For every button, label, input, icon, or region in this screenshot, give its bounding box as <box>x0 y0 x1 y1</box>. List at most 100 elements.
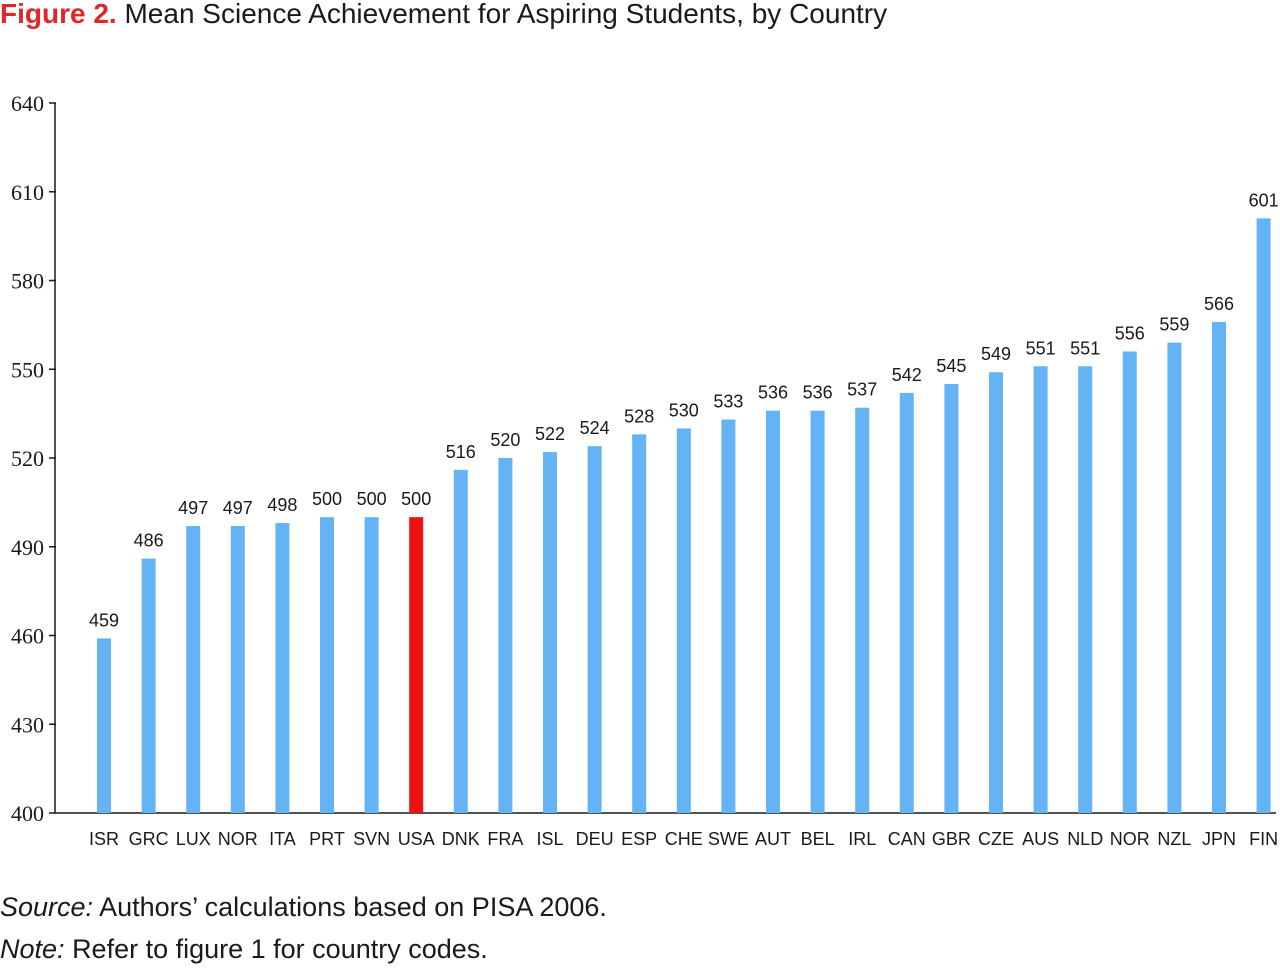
note-text: Refer to figure 1 for country codes. <box>72 934 488 964</box>
x-tick-label: IRL <box>848 829 876 849</box>
x-tick-label: ITA <box>269 829 296 849</box>
y-tick-label: 460 <box>11 624 44 649</box>
x-tick-label: NOR <box>218 829 258 849</box>
bar-nor <box>1122 351 1137 813</box>
x-tick-label: ISR <box>89 829 119 849</box>
data-label: 486 <box>134 531 164 551</box>
data-label: 497 <box>178 498 208 518</box>
bar-bel <box>810 410 825 813</box>
data-label: 524 <box>580 418 610 438</box>
bar-jpn <box>1212 321 1226 813</box>
bar-esp <box>632 434 647 813</box>
x-tick-label: ISL <box>536 829 563 849</box>
bar-dnk <box>453 469 468 813</box>
source-line: Source: Authors’ calculations based on P… <box>0 892 607 923</box>
bar-nzl <box>1167 342 1182 813</box>
data-label: 536 <box>758 383 788 403</box>
bar-can <box>899 392 914 813</box>
data-label: 498 <box>267 495 297 515</box>
data-label: 459 <box>89 610 119 630</box>
bar-aut <box>766 410 780 813</box>
bar-gbr <box>944 384 959 813</box>
x-tick-label: NLD <box>1067 829 1103 849</box>
note-label: Note: <box>0 934 65 964</box>
y-tick-label: 520 <box>11 446 44 471</box>
data-label: 500 <box>312 489 342 509</box>
data-label: 520 <box>490 430 520 450</box>
x-tick-label: DNK <box>442 829 480 849</box>
x-tick-label: GBR <box>932 829 971 849</box>
x-tick-label: USA <box>398 829 435 849</box>
bar-lux <box>186 526 201 813</box>
bar-fin <box>1256 218 1271 813</box>
data-label: 522 <box>535 424 565 444</box>
y-tick-label: 610 <box>11 180 44 205</box>
data-label: 537 <box>847 380 877 400</box>
x-tick-label: CHE <box>665 829 703 849</box>
note-line: Note: Refer to figure 1 for country code… <box>0 934 488 965</box>
data-label: 551 <box>1070 338 1100 358</box>
x-tick-label: CZE <box>978 829 1014 849</box>
x-tick-label: NZL <box>1157 829 1191 849</box>
x-tick-label: DEU <box>576 829 614 849</box>
figure-label: Figure 2. <box>0 0 117 29</box>
data-label: 601 <box>1249 190 1279 210</box>
data-label: 536 <box>803 383 833 403</box>
data-label: 549 <box>981 344 1011 364</box>
figure-title: Figure 2. Mean Science Achievement for A… <box>0 0 887 30</box>
x-tick-label: GRC <box>129 829 169 849</box>
source-label: Source: <box>0 892 94 922</box>
y-tick-label: 490 <box>11 535 44 560</box>
x-tick-label: FRA <box>487 829 523 849</box>
bar-che <box>676 428 691 813</box>
bar-grc <box>141 558 156 813</box>
data-label: 566 <box>1204 294 1234 314</box>
y-tick-label: 580 <box>11 269 44 294</box>
x-tick-label: PRT <box>309 829 345 849</box>
bar-fra <box>498 458 513 813</box>
data-label: 497 <box>223 498 253 518</box>
x-tick-label: CAN <box>888 829 926 849</box>
figure-title-text: Mean Science Achievement for Aspiring St… <box>124 0 888 29</box>
x-tick-label: SWE <box>708 829 749 849</box>
data-label: 559 <box>1159 315 1189 335</box>
source-text: Authors’ calculations based on PISA 2006… <box>99 892 607 922</box>
bar-ita <box>275 523 290 813</box>
bar-isr <box>97 638 111 813</box>
data-label: 500 <box>401 489 431 509</box>
bar-cze <box>989 372 1003 813</box>
data-label: 551 <box>1026 338 1056 358</box>
x-tick-label: JPN <box>1202 829 1236 849</box>
bar-nld <box>1078 366 1093 813</box>
x-tick-label: SVN <box>353 829 390 849</box>
x-tick-label: BEL <box>801 829 835 849</box>
bar-nor <box>230 526 245 813</box>
bar-usa <box>409 517 424 813</box>
data-label: 516 <box>446 442 476 462</box>
bar-prt <box>320 517 334 813</box>
x-tick-label: NOR <box>1110 829 1150 849</box>
data-label: 530 <box>669 400 699 420</box>
bar-isl <box>543 452 557 813</box>
data-label: 500 <box>357 489 387 509</box>
y-tick-label: 640 <box>11 91 44 116</box>
data-label: 533 <box>713 392 743 412</box>
x-tick-label: AUT <box>755 829 791 849</box>
x-tick-label: ESP <box>621 829 657 849</box>
bar-deu <box>587 446 602 813</box>
bar-swe <box>721 419 736 813</box>
bar-aus <box>1033 366 1048 813</box>
data-label: 528 <box>624 406 654 426</box>
x-tick-label: FIN <box>1249 829 1278 849</box>
data-label: 556 <box>1115 324 1145 344</box>
data-label: 545 <box>936 356 966 376</box>
x-tick-label: AUS <box>1022 829 1059 849</box>
y-tick-label: 550 <box>11 357 44 382</box>
bar-chart: 400 430 460 490 520 550 580 610 640 459 ISR 486 GRC 4… <box>11 91 1279 849</box>
x-tick-label: LUX <box>176 829 211 849</box>
bar-irl <box>855 407 870 813</box>
y-tick-label: 430 <box>11 712 44 737</box>
bar-svn <box>364 517 379 813</box>
data-label: 542 <box>892 365 922 385</box>
y-tick-label: 400 <box>11 801 44 826</box>
